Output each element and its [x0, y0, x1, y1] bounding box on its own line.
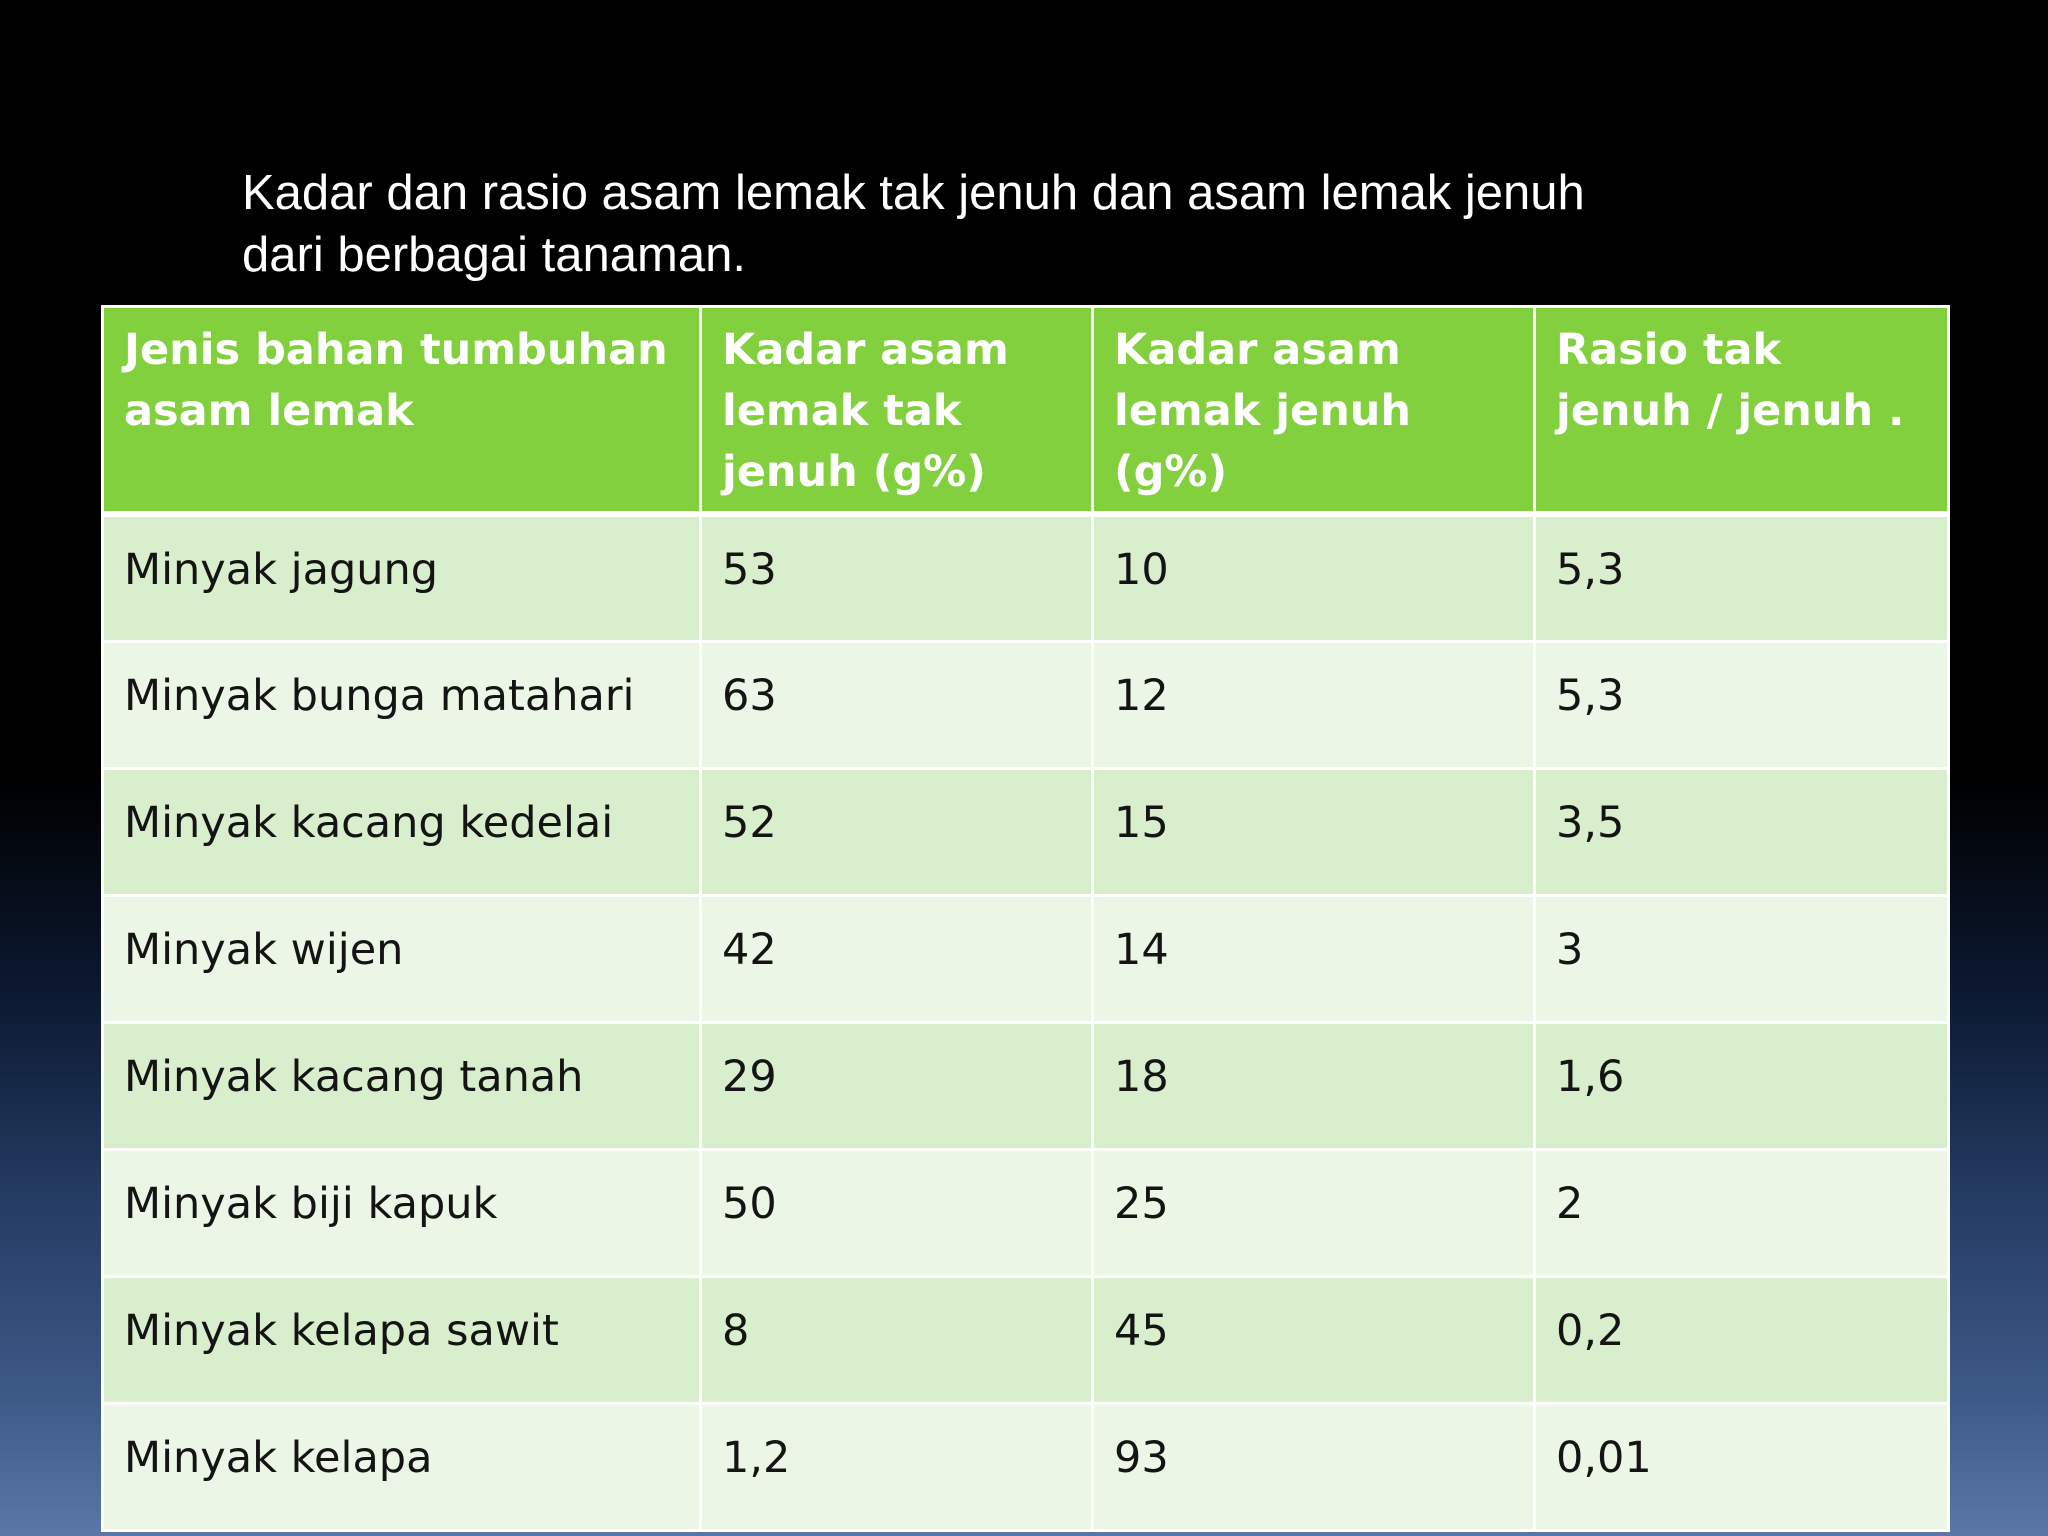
cell-saturated: 14 [1091, 893, 1536, 1024]
cell-plant-type: Minyak kacang tanah [101, 1020, 702, 1151]
cell-unsaturated: 8 [699, 1274, 1094, 1405]
cell-saturated: 12 [1091, 639, 1536, 770]
cell-ratio: 5,3 [1533, 512, 1950, 643]
cell-saturated: 93 [1091, 1401, 1536, 1532]
cell-unsaturated: 1,2 [699, 1401, 1094, 1532]
table-row: Minyak bunga matahari 63 12 5,3 [101, 639, 1950, 770]
cell-unsaturated: 63 [699, 639, 1094, 770]
header-unsaturated: Kadar asam lemak tak jenuh (g%) [699, 305, 1094, 517]
cell-plant-type: Minyak kelapa [101, 1401, 702, 1532]
cell-plant-type: Minyak biji kapuk [101, 1147, 702, 1278]
cell-unsaturated: 52 [699, 766, 1094, 897]
cell-saturated: 10 [1091, 512, 1536, 643]
cell-unsaturated: 50 [699, 1147, 1094, 1278]
table-row: Minyak kacang kedelai 52 15 3,5 [101, 766, 1950, 897]
cell-unsaturated: 53 [699, 512, 1094, 643]
cell-plant-type: Minyak kacang kedelai [101, 766, 702, 897]
header-saturated: Kadar asam lemak jenuh (g%) [1091, 305, 1536, 517]
cell-unsaturated: 42 [699, 893, 1094, 1024]
cell-saturated: 18 [1091, 1020, 1536, 1151]
table-row: Minyak kelapa 1,2 93 0,01 [101, 1401, 1950, 1532]
table-row: Minyak kelapa sawit 8 45 0,2 [101, 1274, 1950, 1405]
header-plant-type: Jenis bahan tumbuhan asam lemak [101, 305, 702, 517]
cell-ratio: 2 [1533, 1147, 1950, 1278]
cell-saturated: 45 [1091, 1274, 1536, 1405]
table-row: Minyak wijen 42 14 3 [101, 893, 1950, 1024]
cell-ratio: 0,2 [1533, 1274, 1950, 1405]
table-row: Minyak kacang tanah 29 18 1,6 [101, 1020, 1950, 1151]
table-row: Minyak biji kapuk 50 25 2 [101, 1147, 1950, 1278]
cell-plant-type: Minyak wijen [101, 893, 702, 1024]
cell-plant-type: Minyak kelapa sawit [101, 1274, 702, 1405]
fatty-acid-table: Jenis bahan tumbuhan asam lemak Kadar as… [101, 305, 1950, 1532]
cell-saturated: 25 [1091, 1147, 1536, 1278]
cell-plant-type: Minyak bunga matahari [101, 639, 702, 770]
cell-ratio: 3,5 [1533, 766, 1950, 897]
cell-ratio: 0,01 [1533, 1401, 1950, 1532]
cell-unsaturated: 29 [699, 1020, 1094, 1151]
table-row: Minyak jagung 53 10 5,3 [101, 512, 1950, 643]
cell-ratio: 1,6 [1533, 1020, 1950, 1151]
cell-ratio: 3 [1533, 893, 1950, 1024]
cell-saturated: 15 [1091, 766, 1536, 897]
cell-plant-type: Minyak jagung [101, 512, 702, 643]
slide-title: Kadar dan rasio asam lemak tak jenuh dan… [242, 166, 1585, 282]
cell-ratio: 5,3 [1533, 639, 1950, 770]
table-header-row: Jenis bahan tumbuhan asam lemak Kadar as… [101, 305, 1950, 517]
header-ratio: Rasio tak jenuh / jenuh . [1533, 305, 1950, 517]
